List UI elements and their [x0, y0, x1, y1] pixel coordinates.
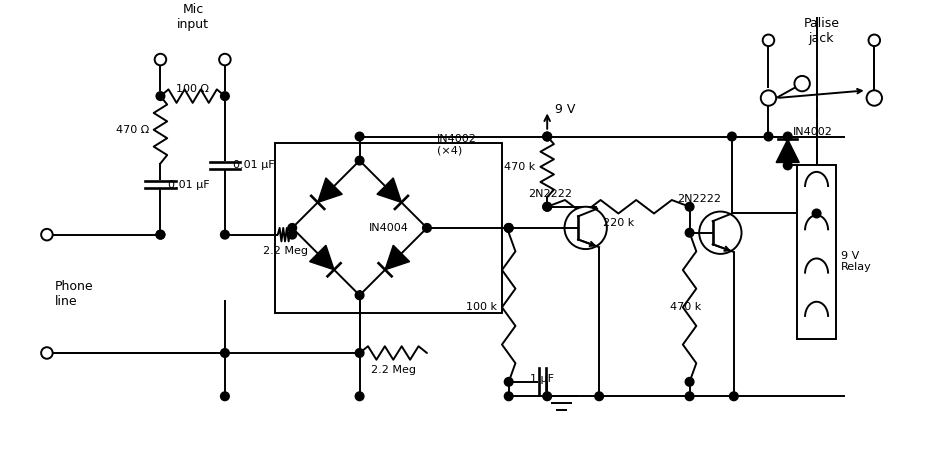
Text: 0.01 μF: 0.01 μF [169, 180, 209, 190]
Polygon shape [377, 178, 402, 202]
Circle shape [355, 291, 364, 300]
Polygon shape [318, 178, 342, 202]
Circle shape [156, 230, 165, 239]
Circle shape [41, 229, 52, 241]
Circle shape [783, 132, 792, 141]
Text: 2N2222: 2N2222 [528, 189, 572, 199]
Circle shape [355, 349, 364, 357]
Circle shape [221, 392, 229, 400]
Circle shape [868, 35, 880, 46]
Circle shape [355, 392, 364, 400]
Text: Mic
input: Mic input [177, 3, 209, 31]
Text: IN4002
(×4): IN4002 (×4) [437, 134, 476, 156]
Text: 100 Ω: 100 Ω [176, 84, 209, 94]
Text: IN4004: IN4004 [369, 223, 409, 233]
Circle shape [156, 230, 165, 239]
Circle shape [783, 161, 792, 170]
Circle shape [595, 392, 604, 400]
Circle shape [288, 230, 297, 239]
Text: 470 k: 470 k [505, 162, 536, 172]
Circle shape [763, 35, 774, 46]
Circle shape [156, 92, 165, 100]
Text: 9 V: 9 V [555, 103, 575, 116]
Circle shape [543, 202, 551, 211]
Text: IN4002: IN4002 [792, 127, 832, 137]
Text: 0.01 μF: 0.01 μF [232, 160, 274, 170]
Circle shape [685, 202, 694, 211]
Circle shape [355, 132, 364, 141]
Circle shape [565, 207, 606, 249]
Circle shape [795, 76, 810, 91]
Circle shape [221, 92, 229, 100]
Text: 1 μF: 1 μF [530, 374, 554, 384]
Circle shape [699, 212, 742, 254]
Circle shape [543, 202, 551, 211]
Circle shape [219, 54, 230, 65]
Polygon shape [386, 245, 409, 270]
Circle shape [543, 392, 551, 400]
Circle shape [423, 223, 431, 232]
Circle shape [154, 54, 167, 65]
Text: 220 k: 220 k [603, 218, 634, 228]
Bar [798, 165, 836, 339]
Circle shape [288, 223, 297, 232]
Circle shape [505, 378, 513, 386]
Circle shape [812, 209, 821, 218]
Text: 470 Ω: 470 Ω [115, 125, 149, 135]
Circle shape [866, 90, 882, 106]
Circle shape [355, 156, 364, 165]
Circle shape [685, 228, 694, 237]
Polygon shape [776, 139, 800, 163]
Circle shape [41, 347, 52, 359]
Circle shape [221, 230, 229, 239]
Circle shape [727, 132, 736, 141]
Circle shape [685, 392, 694, 400]
Text: Palise
jack: Palise jack [803, 17, 840, 45]
Text: 100 k: 100 k [466, 302, 497, 312]
Text: 9 V
Relay: 9 V Relay [841, 251, 871, 272]
Circle shape [543, 132, 551, 141]
Circle shape [685, 378, 694, 386]
Text: 2.2 Meg: 2.2 Meg [370, 365, 416, 375]
Bar [275, 143, 502, 312]
Text: Phone
line: Phone line [54, 280, 93, 308]
Circle shape [505, 223, 513, 232]
Circle shape [764, 132, 773, 141]
Circle shape [505, 392, 513, 400]
Circle shape [505, 223, 513, 232]
Text: 2N2222: 2N2222 [677, 194, 721, 204]
Circle shape [221, 349, 229, 357]
Text: 2.2 Meg: 2.2 Meg [263, 246, 307, 256]
Text: 470 k: 470 k [670, 302, 701, 312]
Circle shape [729, 392, 738, 400]
Circle shape [543, 132, 551, 141]
Polygon shape [309, 245, 334, 270]
Circle shape [761, 90, 776, 106]
